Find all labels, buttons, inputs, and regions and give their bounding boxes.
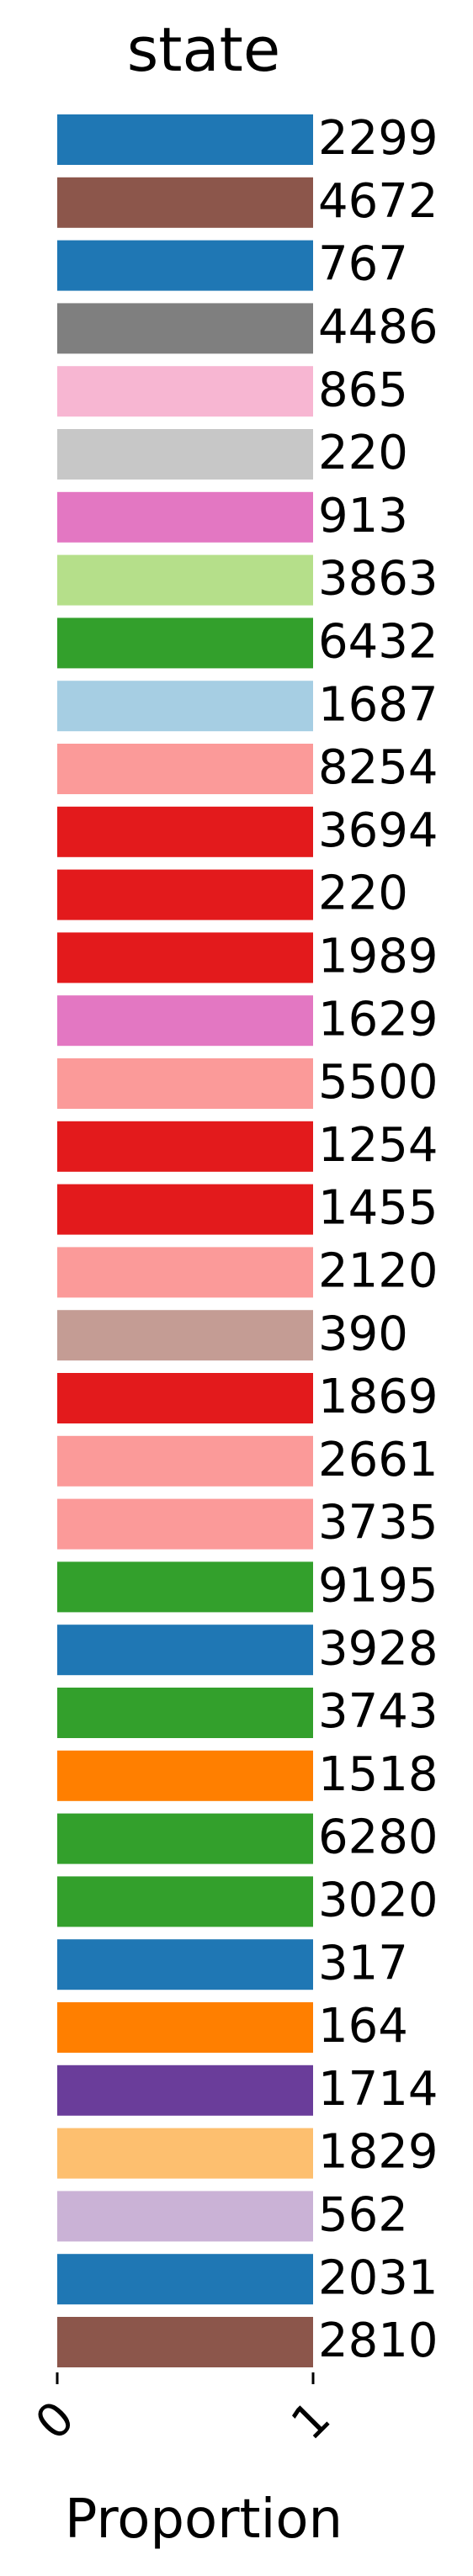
bar-34 bbox=[57, 2254, 313, 2305]
bar-9 bbox=[57, 681, 313, 732]
bar-value-label-2: 767 bbox=[318, 237, 408, 292]
bar-12 bbox=[57, 869, 313, 920]
bar-value-label-22: 3735 bbox=[318, 1496, 438, 1550]
bar-23 bbox=[57, 1561, 313, 1613]
bar-5 bbox=[57, 429, 313, 480]
chart-title: state bbox=[127, 14, 280, 85]
bar-value-label-11: 3694 bbox=[318, 803, 438, 858]
bar-value-label-21: 2661 bbox=[318, 1433, 438, 1487]
bar-26 bbox=[57, 1750, 313, 1801]
bar-value-label-5: 220 bbox=[318, 426, 408, 480]
bar-value-label-26: 1518 bbox=[318, 1747, 438, 1802]
bar-value-label-12: 220 bbox=[318, 867, 408, 921]
bar-value-label-29: 317 bbox=[318, 1936, 408, 1990]
bar-value-label-28: 3020 bbox=[318, 1874, 438, 1928]
bar-3 bbox=[57, 303, 313, 354]
bar-value-label-16: 1254 bbox=[318, 1118, 438, 1173]
bar-18 bbox=[57, 1247, 313, 1298]
bar-32 bbox=[57, 2128, 313, 2179]
bar-value-label-25: 3743 bbox=[318, 1684, 438, 1739]
bar-value-label-34: 2031 bbox=[318, 2250, 438, 2305]
bar-value-label-33: 562 bbox=[318, 2188, 408, 2243]
bar-value-label-15: 5500 bbox=[318, 1055, 438, 1110]
bar-25 bbox=[57, 1688, 313, 1738]
bar-7 bbox=[57, 554, 313, 606]
bar-value-label-27: 6280 bbox=[318, 1810, 438, 1865]
bar-value-label-1: 4672 bbox=[318, 174, 438, 229]
bar-28 bbox=[57, 1876, 313, 1927]
bar-value-label-9: 1687 bbox=[318, 677, 438, 732]
bar-value-label-32: 1829 bbox=[318, 2125, 438, 2180]
bar-4 bbox=[57, 366, 313, 417]
bar-15 bbox=[57, 1058, 313, 1109]
bar-1 bbox=[57, 177, 313, 228]
bar-value-label-19: 390 bbox=[318, 1307, 408, 1361]
bar-2 bbox=[57, 240, 313, 291]
bar-22 bbox=[57, 1498, 313, 1550]
bar-35 bbox=[57, 2317, 313, 2367]
bar-24 bbox=[57, 1625, 313, 1676]
bar-group: 2299 4672 767 4486 865 220 913 3863 6432 1687 8254… bbox=[57, 111, 438, 2368]
bar-27 bbox=[57, 1813, 313, 1864]
bar-value-label-3: 4486 bbox=[318, 300, 438, 355]
bar-16 bbox=[57, 1121, 313, 1172]
bar-value-label-7: 3863 bbox=[318, 552, 438, 607]
bar-13 bbox=[57, 932, 313, 983]
bar-30 bbox=[57, 2002, 313, 2053]
bar-value-label-17: 1455 bbox=[318, 1181, 438, 1236]
bar-31 bbox=[57, 2065, 313, 2116]
bar-21 bbox=[57, 1435, 313, 1487]
bar-10 bbox=[57, 744, 313, 794]
bar-value-label-31: 1714 bbox=[318, 2062, 438, 2117]
bar-value-label-0: 2299 bbox=[318, 111, 438, 166]
bar-14 bbox=[57, 995, 313, 1047]
bar-value-label-30: 164 bbox=[318, 1999, 408, 2054]
x-tick-label-0: 0 bbox=[25, 2391, 85, 2451]
bar-0 bbox=[57, 114, 313, 165]
bar-19 bbox=[57, 1310, 313, 1361]
bar-33 bbox=[57, 2191, 313, 2242]
bar-value-label-13: 1989 bbox=[318, 930, 438, 984]
bar-6 bbox=[57, 491, 313, 543]
bar-29 bbox=[57, 1939, 313, 1990]
x-axis-label: Proportion bbox=[65, 2489, 343, 2551]
x-tick-label-1: 1 bbox=[281, 2391, 341, 2451]
bar-value-label-10: 8254 bbox=[318, 740, 438, 795]
bar-value-label-35: 2810 bbox=[318, 2314, 438, 2368]
bar-value-label-20: 1869 bbox=[318, 1370, 438, 1424]
bar-17 bbox=[57, 1184, 313, 1235]
bar-value-label-14: 1629 bbox=[318, 992, 438, 1047]
bar-20 bbox=[57, 1373, 313, 1423]
bar-value-label-18: 2120 bbox=[318, 1244, 438, 1299]
x-axis: 0 1 bbox=[25, 2372, 341, 2451]
bar-11 bbox=[57, 806, 313, 857]
bar-value-label-23: 9195 bbox=[318, 1559, 438, 1614]
bar-8 bbox=[57, 617, 313, 669]
bar-value-label-4: 865 bbox=[318, 363, 408, 417]
bar-value-label-8: 6432 bbox=[318, 615, 438, 670]
bar-value-label-6: 913 bbox=[318, 489, 408, 543]
bar-value-label-24: 3928 bbox=[318, 1621, 438, 1676]
